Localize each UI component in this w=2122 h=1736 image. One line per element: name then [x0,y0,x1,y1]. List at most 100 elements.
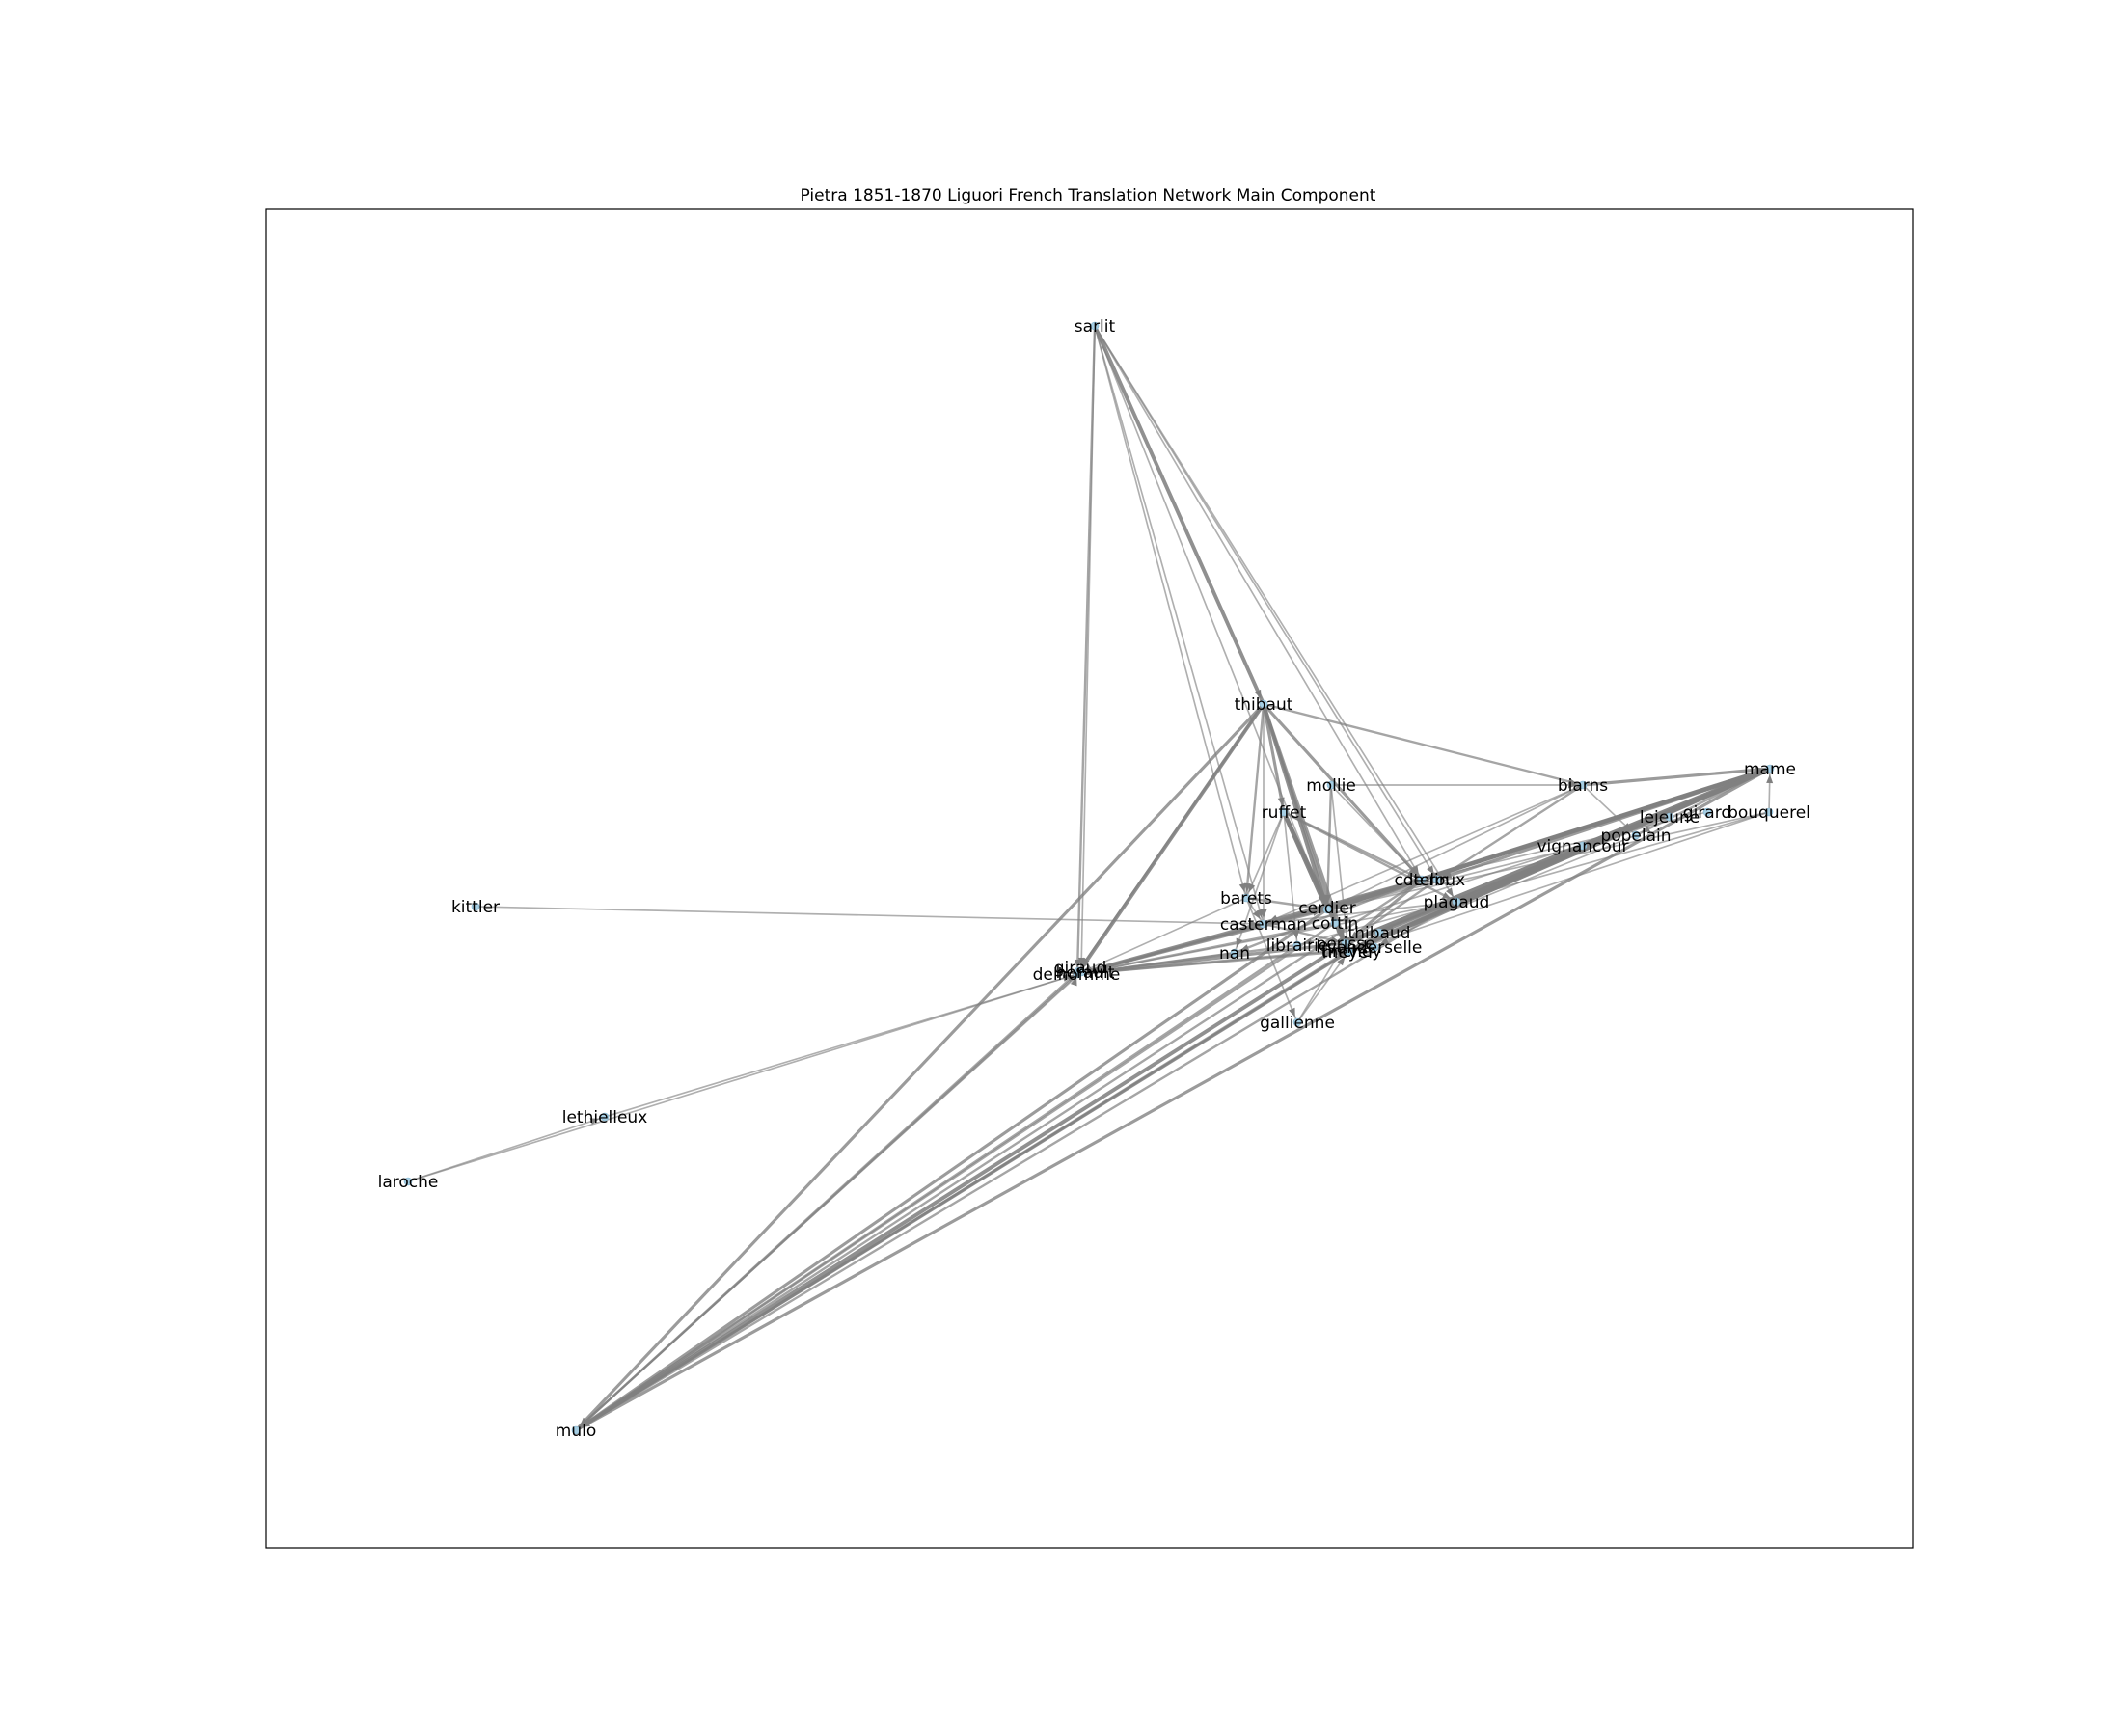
node-label-ruffet: ruffet [1262,803,1307,823]
node-label-lejeune: lejeune [1640,808,1700,827]
edge-sarlit-herault [1080,325,1096,973]
node-vignancour [1578,841,1588,851]
edge-biarns-leroux [1436,783,1584,882]
edge-arrowhead [1350,935,1361,942]
node-herault [1076,967,1086,977]
node-label-mollie: mollie [1306,776,1356,796]
node-label-librairie: librairie [1266,936,1329,956]
edge-arrowhead [1070,976,1077,987]
edge-sarlit-plagaud [1094,325,1457,903]
node-ruffet [1279,807,1289,817]
edge-sarlit-cerdier [1094,325,1328,910]
node-label-laroche: laroche [378,1173,439,1192]
node-label-barets: barets [1220,889,1272,909]
edge-thibaut-cotelin [1262,702,1424,882]
node-label-gallienne: gallienne [1260,1014,1335,1033]
edge-ruffet-tinchey [1282,811,1349,952]
edge-cotelin-casterman [1263,878,1423,926]
node-biarns [1578,780,1588,790]
edge-arrowhead [1248,882,1256,893]
edge-arrowhead [1337,956,1346,966]
label-layer: sarlit thibaut mollie biarns mame girardbouqu… [378,317,1810,1441]
edge-nan-delhomme [1076,951,1236,976]
edge-kittler-casterman [475,906,1265,925]
edge-perisse-mulo [574,941,1347,1432]
edge-sarlit-thibaut [1093,325,1265,705]
node-label-popelain: popelain [1600,827,1671,846]
edge-arrowhead [1446,887,1454,897]
edge-librairie-mulo [575,944,1298,1431]
edge-arrowhead [1427,865,1434,875]
edge-biarns-cerdier [1326,784,1584,910]
node-label-giraud: giraud [1054,959,1107,978]
edge-mollie-cerdier [1325,784,1333,910]
node-label-mulo: mulo [556,1422,596,1441]
edge-ruffet-barets [1245,811,1285,899]
edge-barets-casterman [1245,897,1265,925]
node-label-cotelin: cotelin [1394,871,1449,890]
node-gallienne [1292,1017,1302,1027]
edge-tinchey-delhomme [1076,949,1348,976]
node-label-meyer: meyer [1322,943,1375,963]
node-mollie [1326,780,1336,790]
edge-arrowhead [1277,797,1285,807]
edge-arrowhead [1766,773,1774,784]
edge-sarlit-casterman [1094,325,1265,925]
node-label-tinchey: tinchey [1321,942,1382,962]
node-label-herault: herault [1056,963,1115,983]
node-plagaud [1452,897,1461,907]
node-nan [1230,948,1239,958]
node-girard [1702,807,1712,817]
edge-arrowhead [1568,781,1577,789]
edge-popelain-meyer [1347,834,1637,953]
figure-title: Pietra 1851-1870 Liguori French Translat… [801,186,1376,205]
edge-arrowhead [1248,920,1259,928]
edge-plagaud-mulo [575,900,1457,1432]
edge-thibaut-giraud [1077,703,1265,972]
edge-cottin-delhomme [1076,921,1336,976]
edge-arrowhead [1062,975,1073,982]
edge-cotelin-perisse [1344,878,1424,945]
node-label-delhomme: delhomme [1033,965,1121,985]
node-label-perisse: perisse [1316,935,1374,954]
edge-thibaut-barets [1244,703,1265,899]
edge-barets-delhomme [1076,897,1247,975]
edge-arrowhead [1335,948,1343,958]
edge-biarns-casterman [1263,784,1584,925]
node-laroche [403,1177,413,1186]
node-label-lethielleux: lethielleux [562,1108,648,1127]
node-popelain [1631,830,1641,840]
edge-girard-cotelin [1421,811,1708,881]
node-mulo [571,1425,581,1435]
edge-arrowhead [1238,882,1246,893]
node-label-vanderselle: vanderselle [1327,938,1423,958]
edge-mollie-meyer [1330,784,1349,953]
edge-mame-mulo [575,767,1771,1432]
node-casterman [1259,919,1268,929]
edge-layer [407,325,1774,1432]
node-lejeune [1665,812,1674,822]
node-label-kittler: kittler [451,898,500,917]
edge-arrowhead [1077,957,1085,967]
edge-arrowhead [1254,689,1262,699]
edge-arrowhead [1289,1007,1295,1017]
edge-arrowhead [1409,866,1418,876]
node-label-mame: mame [1744,760,1796,779]
node-label-leroux: le roux [1409,871,1465,890]
node-label-thibaud: thibaud [1348,924,1411,943]
node-lethielleux [600,1112,610,1122]
edge-tinchey-mulo [575,949,1348,1432]
edge-delhomme-mulo [575,973,1078,1431]
node-label-cerdier: cerdier [1298,899,1355,918]
node-perisse [1341,938,1350,948]
node-librairie [1292,940,1302,950]
edge-arrowhead [1082,968,1093,976]
node-label-girard: girard [1683,803,1731,823]
node-thibaud [1374,928,1384,937]
edge-arrowhead [1641,826,1650,833]
node-layer [403,321,1775,1435]
edge-gallienne-perisse [1296,942,1347,1023]
node-label-sarlit: sarlit [1075,317,1116,337]
edge-sarlit-cotelin [1094,325,1423,881]
node-sarlit [1090,321,1100,331]
